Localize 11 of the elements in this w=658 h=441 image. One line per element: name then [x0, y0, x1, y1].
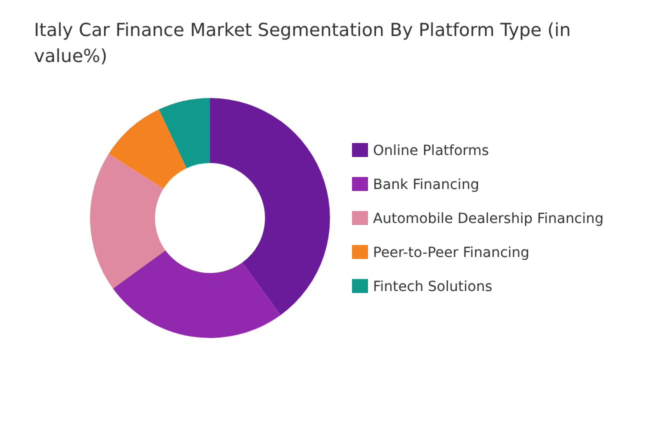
legend-label: Peer-to-Peer Financing [373, 244, 530, 261]
chart-title: Italy Car Finance Market Segmentation By Platform Type (in value%) [34, 20, 571, 67]
legend-label: Online Platforms [373, 142, 489, 159]
donut-slice [210, 98, 330, 316]
donut-slice [90, 154, 166, 289]
legend-label: Fintech Solutions [373, 278, 492, 295]
donut-slice [158, 98, 210, 168]
legend-label: Bank Financing [373, 176, 480, 193]
legend-label: Automobile Dealership Financing [373, 210, 604, 227]
donut-slice [112, 250, 281, 338]
donut-slice [108, 109, 187, 189]
